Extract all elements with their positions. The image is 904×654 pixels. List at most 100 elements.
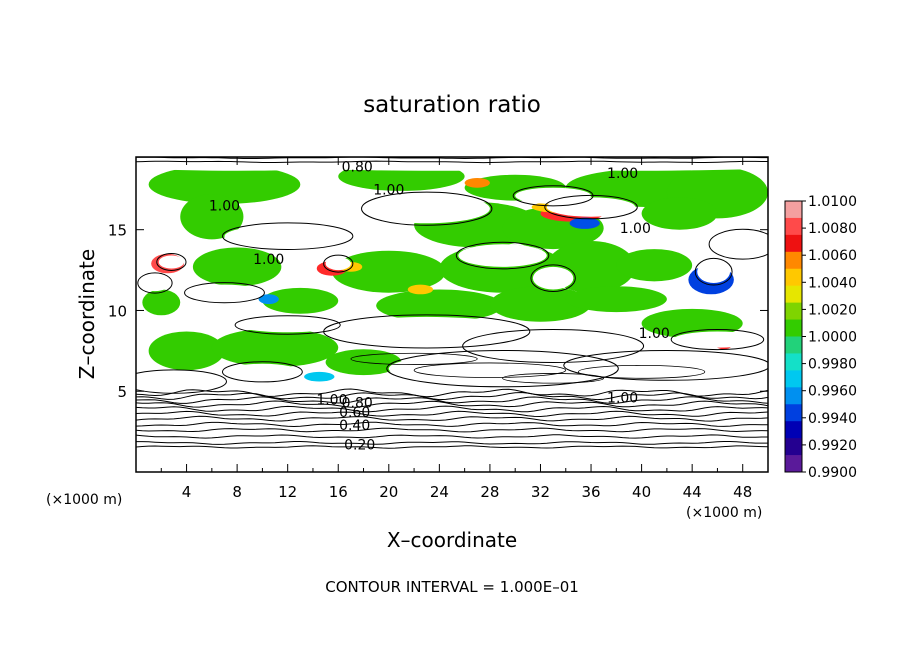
colorbar-label: 0.9940: [808, 411, 857, 427]
colorbar-swatch: [785, 251, 802, 270]
contour-line: [462, 328, 645, 364]
contour-line: [563, 349, 768, 381]
contour-label: 0.80: [342, 160, 373, 176]
contour-line: [136, 396, 768, 404]
cloud-region: [224, 224, 351, 248]
contour-line: [386, 349, 619, 388]
field-region: [616, 249, 693, 282]
contour-line: [136, 415, 768, 422]
colorbar-swatch: [785, 370, 802, 388]
cloud-region: [711, 231, 768, 258]
colorbar-label: 1.0020: [808, 302, 857, 318]
chart-title: saturation ratio: [363, 92, 541, 118]
contour-label: 1.00: [620, 221, 651, 237]
contour-label: 0.80: [342, 396, 373, 412]
cloud-region: [363, 194, 490, 224]
field-region: [565, 286, 667, 313]
field-region: [142, 289, 181, 316]
x-tick-label: 40: [632, 483, 651, 501]
plot-frame: [135, 156, 769, 473]
colorbar-swatch: [785, 234, 802, 253]
contour-line: [137, 272, 173, 294]
upper-clear-band: [136, 157, 768, 166]
contour-label: 1.00: [639, 326, 670, 342]
field-accent: [304, 371, 335, 382]
contour-line: [670, 328, 765, 351]
cloud-region: [546, 197, 636, 217]
colorbar-swatch: [785, 421, 802, 439]
contour-label: 1.00: [253, 252, 284, 268]
field-region: [641, 308, 743, 338]
field-region: [489, 286, 592, 322]
y-tick-label: 15: [108, 222, 127, 240]
field-region: [211, 328, 339, 367]
field-accent: [258, 294, 279, 304]
colorbar-swatch: [785, 438, 802, 456]
colorbar-swatch: [785, 455, 802, 473]
colorbar-label: 1.0060: [808, 248, 857, 264]
contour-label: 0.40: [339, 418, 370, 434]
contour-line: [350, 352, 478, 365]
contour-label: 1.00: [607, 166, 638, 182]
colorbar-label: 1.0080: [808, 221, 857, 237]
colorbar-label: 1.0040: [808, 275, 857, 291]
contour-line: [136, 421, 768, 428]
cloud-region: [388, 352, 617, 385]
contour-line: [221, 222, 354, 250]
field-accent: [464, 178, 490, 188]
cloud-region: [325, 257, 351, 271]
contour-line: [361, 191, 493, 226]
colorbar-swatch: [785, 404, 802, 422]
contour-line: [530, 264, 576, 292]
contour-line: [136, 445, 768, 449]
colorbar-swatch: [785, 217, 802, 236]
contour-line: [156, 253, 187, 271]
contour-label: 0.20: [344, 438, 375, 454]
x-tick-label: 32: [531, 483, 550, 501]
contour-line: [136, 160, 768, 164]
contour-line: [502, 373, 605, 384]
contour-line: [323, 314, 531, 349]
field-region: [180, 194, 244, 240]
x-tick-label: 48: [733, 483, 752, 501]
contour-line: [136, 405, 768, 413]
colorbar-label: 0.9920: [808, 438, 857, 454]
contour-line: [136, 388, 768, 398]
colorbar-label: 0.9980: [808, 357, 857, 373]
cloud-region: [158, 255, 185, 269]
contour-line: [136, 434, 768, 439]
plot-area: 0.801.001.001.001.001.001.001.00 1.000.80…: [108, 156, 769, 501]
colorbar-swatch: [785, 387, 802, 405]
y-unit-label: (×1000 m): [46, 492, 122, 508]
contour-line: [544, 194, 638, 220]
contour-line: [234, 315, 341, 335]
x-tick-label: 28: [480, 483, 499, 501]
x-tick-label: 4: [182, 483, 192, 501]
field-accent: [407, 284, 434, 295]
contour-label: 1.00: [209, 198, 240, 214]
contour-line: [694, 257, 733, 286]
contour-line: [136, 427, 768, 433]
contour-line: [708, 228, 768, 260]
cloud-region: [458, 244, 547, 267]
cloud-region: [186, 284, 263, 301]
contour-line: [136, 391, 768, 401]
x-tick-label: 20: [379, 483, 398, 501]
x-tick-label: 44: [683, 483, 702, 501]
colorbar-swatch: [785, 201, 802, 219]
colorbar-swatch: [785, 353, 802, 371]
colorbar-swatch: [785, 268, 802, 287]
cloud-region: [136, 371, 225, 392]
x-tick-label: 8: [232, 483, 242, 501]
contour-line: [136, 400, 768, 408]
contour-line: [136, 369, 227, 394]
contour-line: [413, 362, 567, 378]
x-tick-label: 24: [430, 483, 449, 501]
field-region: [192, 247, 282, 287]
field-region: [641, 197, 718, 230]
field-region: [262, 287, 339, 314]
field-accent: [569, 217, 600, 229]
x-tick-label: 12: [278, 483, 297, 501]
